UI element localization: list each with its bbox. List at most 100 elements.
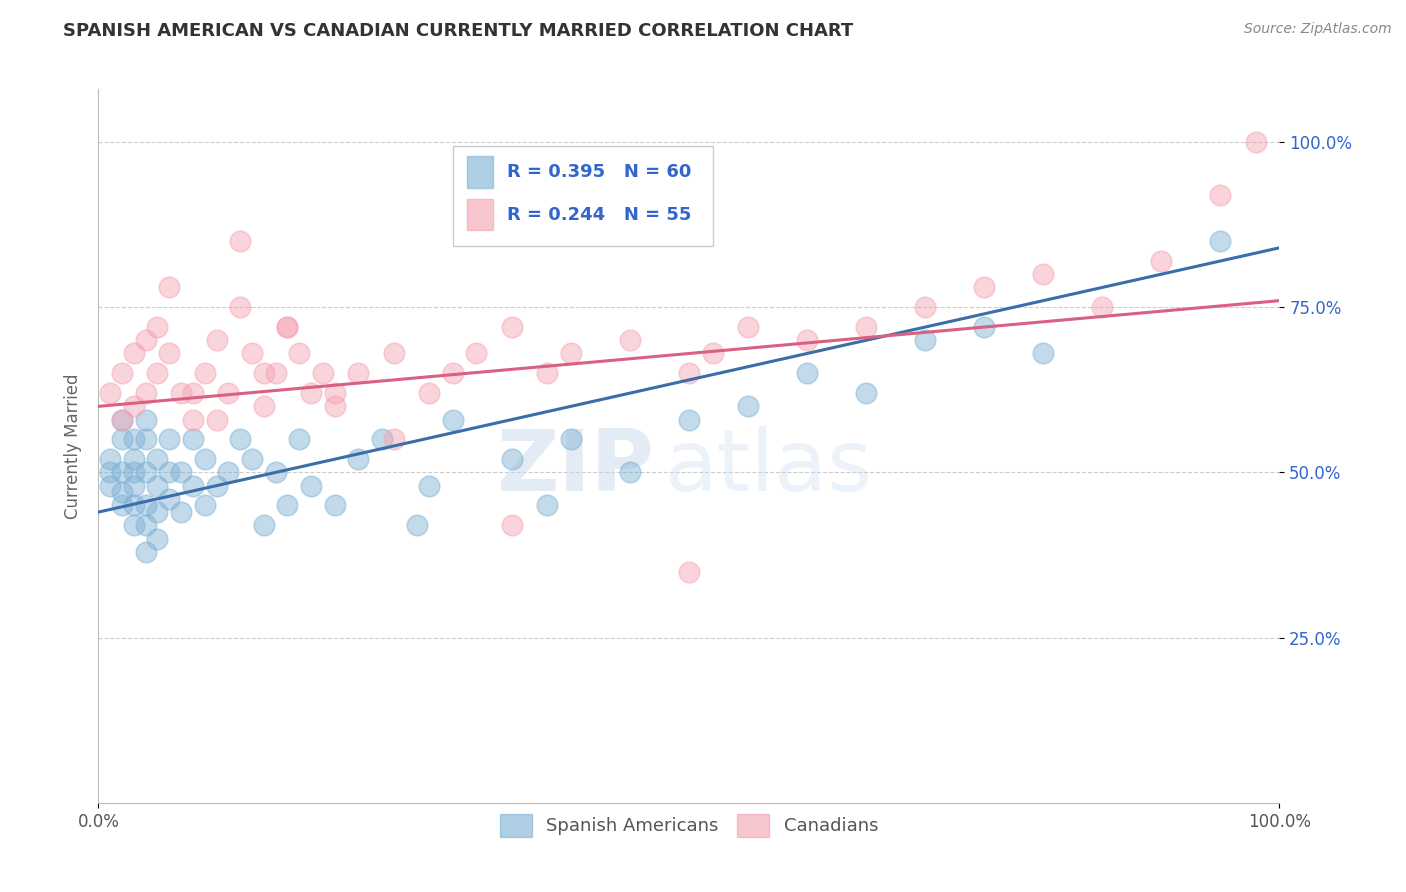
Point bbox=[536, 499, 558, 513]
Point bbox=[441, 367, 464, 381]
Point bbox=[181, 478, 204, 492]
Point bbox=[382, 433, 405, 447]
Point bbox=[1032, 267, 1054, 281]
Point bbox=[264, 367, 287, 381]
Point bbox=[135, 518, 157, 533]
Point bbox=[347, 452, 370, 467]
Point bbox=[98, 386, 121, 401]
Point bbox=[135, 433, 157, 447]
Point bbox=[205, 333, 228, 347]
Point bbox=[194, 367, 217, 381]
Text: Source: ZipAtlas.com: Source: ZipAtlas.com bbox=[1244, 22, 1392, 37]
Point bbox=[240, 452, 263, 467]
Point bbox=[465, 346, 488, 360]
Point bbox=[501, 320, 523, 334]
Point bbox=[288, 346, 311, 360]
Point bbox=[135, 333, 157, 347]
Point bbox=[111, 466, 134, 480]
Point bbox=[135, 386, 157, 401]
Point bbox=[678, 412, 700, 426]
Point bbox=[737, 400, 759, 414]
Point bbox=[122, 478, 145, 492]
Point bbox=[323, 386, 346, 401]
Point bbox=[111, 499, 134, 513]
Point bbox=[855, 386, 877, 401]
Point bbox=[1091, 300, 1114, 314]
Point bbox=[501, 452, 523, 467]
Point bbox=[1209, 188, 1232, 202]
Point bbox=[146, 367, 169, 381]
Point bbox=[323, 400, 346, 414]
Point bbox=[157, 491, 180, 506]
Point bbox=[217, 466, 239, 480]
Point bbox=[299, 386, 322, 401]
Point bbox=[229, 300, 252, 314]
FancyBboxPatch shape bbox=[453, 146, 713, 246]
Point bbox=[122, 400, 145, 414]
Point bbox=[973, 320, 995, 334]
Point bbox=[146, 452, 169, 467]
Text: ZIP: ZIP bbox=[496, 425, 654, 509]
Point bbox=[1150, 254, 1173, 268]
Point bbox=[146, 478, 169, 492]
Point bbox=[406, 518, 429, 533]
Point bbox=[737, 320, 759, 334]
Point bbox=[914, 300, 936, 314]
Point bbox=[135, 412, 157, 426]
FancyBboxPatch shape bbox=[467, 199, 494, 230]
Point bbox=[678, 565, 700, 579]
Point bbox=[194, 499, 217, 513]
Point bbox=[299, 478, 322, 492]
Point bbox=[194, 452, 217, 467]
Text: R = 0.244   N = 55: R = 0.244 N = 55 bbox=[508, 206, 692, 224]
FancyBboxPatch shape bbox=[467, 156, 494, 187]
Point bbox=[796, 367, 818, 381]
Point bbox=[181, 433, 204, 447]
Point bbox=[146, 532, 169, 546]
Point bbox=[253, 367, 276, 381]
Point bbox=[560, 433, 582, 447]
Point bbox=[796, 333, 818, 347]
Point bbox=[135, 466, 157, 480]
Point bbox=[240, 346, 263, 360]
Point bbox=[146, 505, 169, 519]
Point bbox=[122, 518, 145, 533]
Point bbox=[276, 499, 298, 513]
Point bbox=[229, 433, 252, 447]
Point bbox=[536, 367, 558, 381]
Point bbox=[170, 386, 193, 401]
Point bbox=[135, 545, 157, 559]
Point bbox=[914, 333, 936, 347]
Point bbox=[973, 280, 995, 294]
Point bbox=[276, 320, 298, 334]
Point bbox=[1244, 135, 1267, 149]
Point bbox=[371, 433, 394, 447]
Point bbox=[288, 433, 311, 447]
Point bbox=[122, 466, 145, 480]
Point bbox=[122, 452, 145, 467]
Legend: Spanish Americans, Canadians: Spanish Americans, Canadians bbox=[492, 807, 886, 844]
Point bbox=[98, 466, 121, 480]
Point bbox=[702, 346, 724, 360]
Point bbox=[146, 320, 169, 334]
Point bbox=[181, 412, 204, 426]
Point bbox=[181, 386, 204, 401]
Text: R = 0.395   N = 60: R = 0.395 N = 60 bbox=[508, 163, 692, 181]
Point bbox=[418, 386, 440, 401]
Point bbox=[98, 452, 121, 467]
Point bbox=[382, 346, 405, 360]
Text: atlas: atlas bbox=[665, 425, 873, 509]
Point bbox=[157, 346, 180, 360]
Point bbox=[1209, 234, 1232, 248]
Point bbox=[678, 367, 700, 381]
Point bbox=[276, 320, 298, 334]
Point bbox=[205, 412, 228, 426]
Point bbox=[98, 478, 121, 492]
Point bbox=[560, 346, 582, 360]
Point bbox=[264, 466, 287, 480]
Point bbox=[111, 412, 134, 426]
Point bbox=[111, 485, 134, 500]
Point bbox=[157, 466, 180, 480]
Point bbox=[205, 478, 228, 492]
Point bbox=[111, 367, 134, 381]
